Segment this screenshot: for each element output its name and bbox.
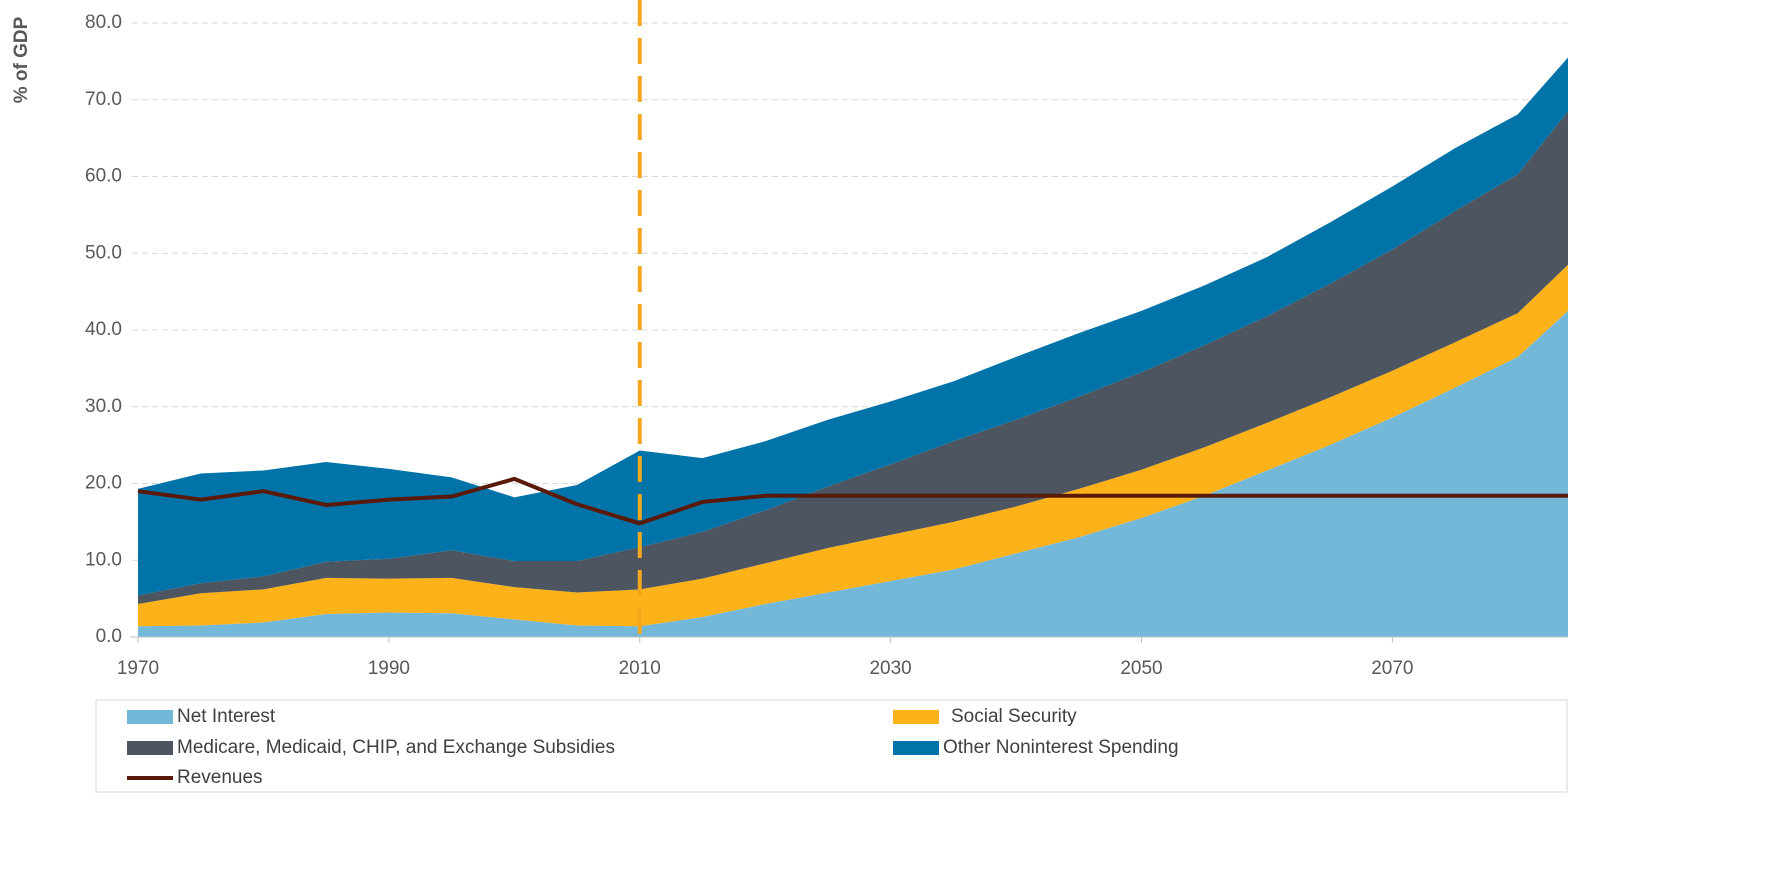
legend-label: Revenues	[177, 767, 263, 788]
area	[138, 264, 1568, 627]
legend-label: Net Interest	[177, 706, 276, 727]
y-tick-label: 0.0	[96, 626, 122, 647]
legend-swatch	[127, 741, 173, 755]
y-tick-label: 80.0	[85, 12, 122, 33]
y-tick-label: 50.0	[85, 242, 122, 263]
area	[138, 57, 1568, 596]
legend-swatch	[127, 710, 173, 724]
y-tick-label: 30.0	[85, 396, 122, 417]
y-tick-label: 20.0	[85, 473, 122, 494]
x-tick-label: 1990	[368, 658, 410, 679]
x-tick-label: 2070	[1371, 658, 1413, 679]
y-axis-label: % of GDP	[11, 16, 32, 103]
x-tick-label: 2030	[869, 658, 911, 679]
legend-swatch	[893, 741, 939, 755]
legend-swatch	[893, 710, 939, 724]
legend-label: Medicare, Medicaid, CHIP, and Exchange S…	[177, 737, 615, 758]
legend-label: Other Noninterest Spending	[943, 737, 1179, 758]
legend-label: Social Security	[951, 706, 1077, 727]
y-tick-label: 70.0	[85, 89, 122, 110]
x-tick-label: 2050	[1120, 658, 1162, 679]
y-tick-label: 60.0	[85, 166, 122, 187]
y-tick-label: 10.0	[85, 549, 122, 570]
y-tick-label: 40.0	[85, 319, 122, 340]
area	[138, 310, 1568, 637]
area	[138, 111, 1568, 604]
x-tick-label: 1970	[117, 658, 159, 679]
legend-box	[95, 699, 1568, 793]
x-tick-label: 2010	[619, 658, 661, 679]
line	[137, 476, 1568, 526]
